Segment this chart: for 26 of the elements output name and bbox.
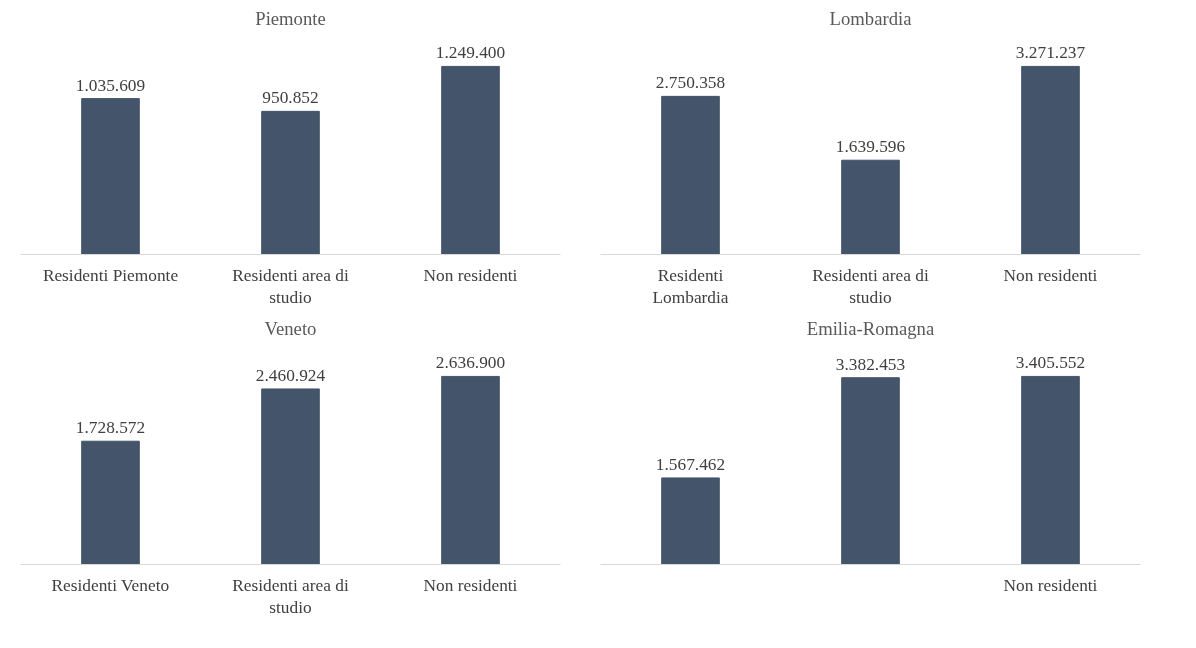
x-tick-label: Residenti Veneto — [51, 575, 170, 595]
x-tick-label: Non residenti — [423, 265, 518, 285]
x-tick-label: Residenti area di studio — [232, 575, 349, 618]
data-label: 1.639.596 — [835, 137, 906, 157]
data-label: 2.636.900 — [435, 353, 506, 373]
data-label: 950.852 — [262, 88, 319, 108]
data-label: 1.567.462 — [655, 454, 726, 474]
chart-title: Emilia-Romagna — [806, 317, 935, 339]
chart-title: Lombardia — [829, 7, 913, 29]
x-tick-label: Residenti area di studio — [232, 265, 349, 308]
data-label: 1.035.609 — [75, 75, 146, 95]
x-tick-label: Non residenti — [1003, 575, 1098, 595]
x-tick-label: Residenti area di studio — [812, 265, 929, 308]
data-label: 3.405.552 — [1015, 353, 1086, 373]
x-tick-label: Residenti Piemonte — [42, 265, 179, 285]
x-tick-label: Non residenti — [1003, 265, 1098, 285]
x-tick-label: Non residenti — [423, 575, 518, 595]
chart-title: Veneto — [264, 317, 317, 339]
chart-title: Piemonte — [255, 7, 326, 29]
data-label: 3.382.453 — [835, 354, 906, 374]
data-label: 2.750.358 — [655, 73, 726, 93]
data-label: 1.249.400 — [435, 43, 506, 63]
data-label: 2.460.924 — [255, 365, 326, 385]
data-label: 1.728.572 — [75, 418, 146, 438]
x-tick-label: Residenti Lombardia — [652, 265, 729, 308]
data-label: 3.271.237 — [1015, 43, 1086, 63]
